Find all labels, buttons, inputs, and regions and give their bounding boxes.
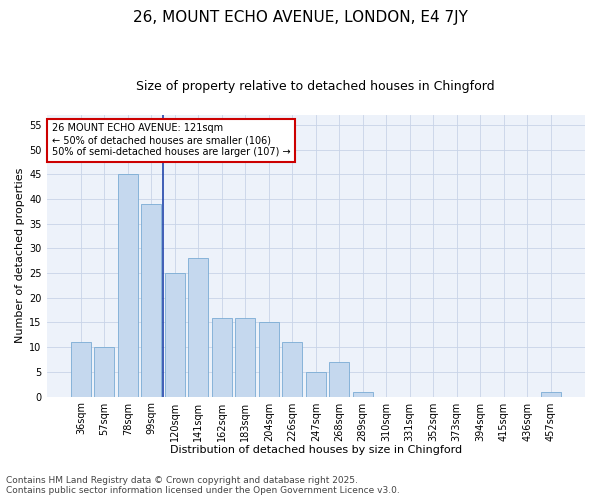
Y-axis label: Number of detached properties: Number of detached properties [15,168,25,344]
Bar [142,204,161,396]
X-axis label: Distribution of detached houses by size in Chingford: Distribution of detached houses by size … [170,445,462,455]
Text: 26 MOUNT ECHO AVENUE: 121sqm
← 50% of detached houses are smaller (106)
50% of s: 26 MOUNT ECHO AVENUE: 121sqm ← 50% of de… [52,124,290,156]
Bar [212,318,232,396]
Title: Size of property relative to detached houses in Chingford: Size of property relative to detached ho… [136,80,495,93]
Text: Contains HM Land Registry data © Crown copyright and database right 2025.
Contai: Contains HM Land Registry data © Crown c… [6,476,400,495]
Text: 26, MOUNT ECHO AVENUE, LONDON, E4 7JY: 26, MOUNT ECHO AVENUE, LONDON, E4 7JY [133,10,467,25]
Bar [259,322,279,396]
Bar [94,347,115,397]
Bar [118,174,138,396]
Bar [353,392,373,396]
Bar [306,372,326,396]
Bar [165,273,185,396]
Bar [188,258,208,396]
Bar [541,392,560,396]
Bar [235,318,256,396]
Bar [329,362,349,396]
Bar [283,342,302,396]
Bar [71,342,91,396]
